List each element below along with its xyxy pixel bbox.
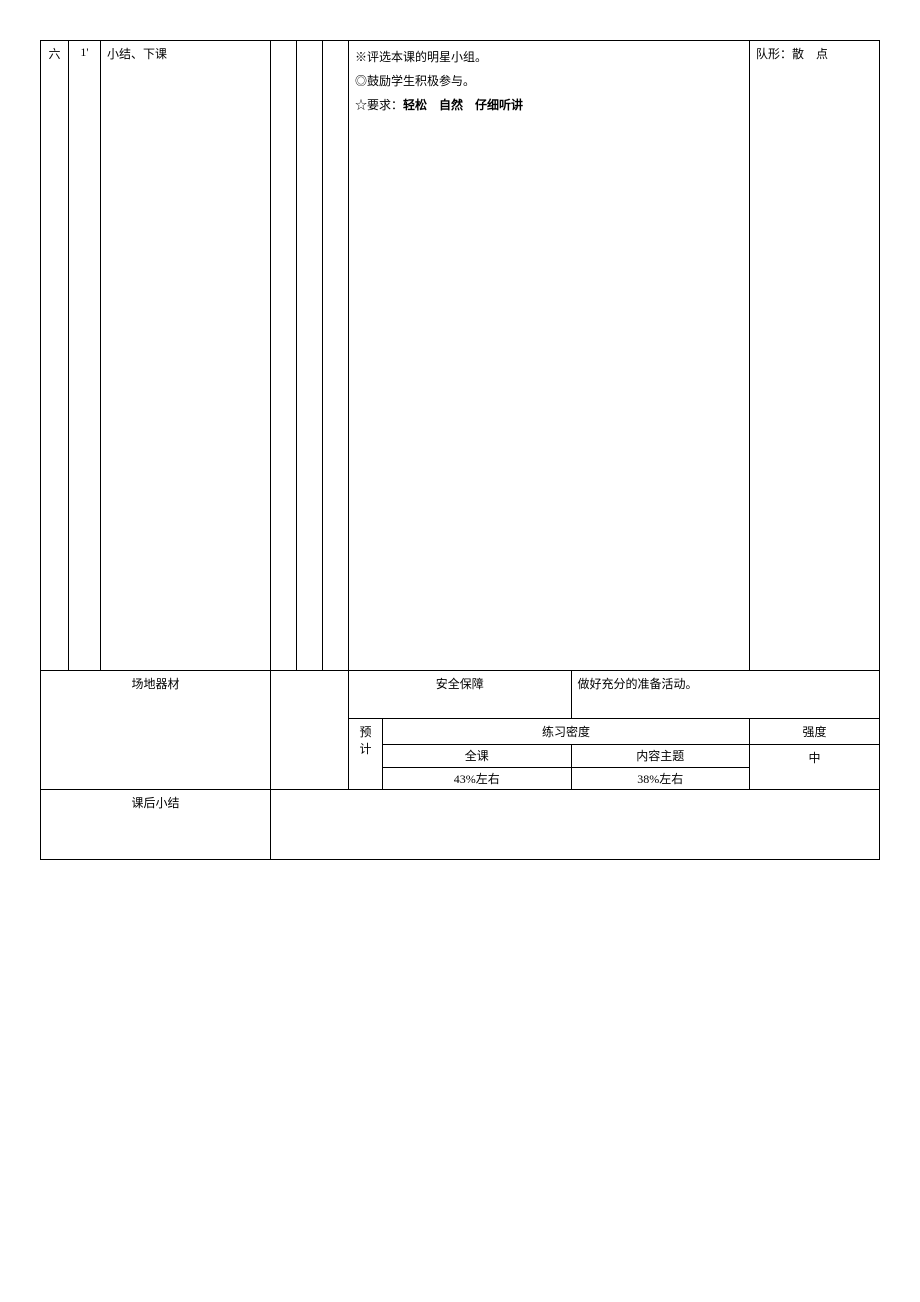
blank-col-3 <box>323 41 349 671</box>
intensity-header-cell: 强度 <box>749 719 879 745</box>
activity-cell: ※评选本课的明星小组。 ◎鼓励学生积极参与。 ☆要求：轻松 自然 仔细听讲 <box>349 41 750 671</box>
content-text: 小结、下课 <box>107 47 167 61</box>
equipment-value-cell <box>271 671 349 790</box>
intensity-label: 强度 <box>802 725 826 739</box>
formation-cell: 队形：散 点 <box>750 41 880 671</box>
section-number: 六 <box>48 47 60 61</box>
full-course-label-inner: 全课 <box>383 745 571 767</box>
main-activity-row: 六 1' 小结、下课 ※评选本课的明星小组。 ◎鼓励学生积极参与。 ☆要求：轻松… <box>41 41 880 671</box>
forecast-label: 预计 <box>359 725 371 756</box>
content-theme-header-cell: 内容主题 38%左右 <box>571 745 749 790</box>
formation-text: 队形：散 点 <box>756 47 828 61</box>
safety-row: 场地器材 安全保障 做好充分的准备活动。 <box>41 671 880 719</box>
summary-label-cell: 课后小结 <box>41 790 271 860</box>
content-theme-label-inner: 内容主题 <box>572 745 749 767</box>
activity-line-2: ◎鼓励学生积极参与。 <box>355 69 743 93</box>
content-theme-value-inner: 38%左右 <box>572 767 749 789</box>
content-cell: 小结、下课 <box>101 41 271 671</box>
activity-line-3: ☆要求：轻松 自然 仔细听讲 <box>355 93 743 117</box>
summary-row: 课后小结 <box>41 790 880 860</box>
intensity-value-cell: 中 <box>749 745 879 790</box>
section-number-cell: 六 <box>41 41 69 671</box>
activity-line-3-prefix: ☆要求： <box>355 98 403 112</box>
equipment-label-cell: 场地器材 <box>41 671 271 790</box>
safety-content-cell: 做好充分的准备活动。 <box>571 671 879 719</box>
summary-value-cell <box>271 790 880 860</box>
blank-col-2 <box>297 41 323 671</box>
forecast-label-cell: 预计 <box>349 719 383 790</box>
content-theme-inner-table: 内容主题 38%左右 <box>572 745 749 789</box>
density-label: 练习密度 <box>542 725 590 739</box>
full-course-header-cell: 全课 43%左右 <box>383 745 572 790</box>
lesson-plan-table: 六 1' 小结、下课 ※评选本课的明星小组。 ◎鼓励学生积极参与。 ☆要求：轻松… <box>40 40 880 860</box>
time-cell: 1' <box>69 41 101 671</box>
equipment-label: 场地器材 <box>131 677 179 691</box>
intensity-value: 中 <box>808 751 820 765</box>
activity-line-3-bold: 轻松 自然 仔细听讲 <box>403 98 523 112</box>
safety-label: 安全保障 <box>436 677 484 691</box>
full-course-inner-table: 全课 43%左右 <box>383 745 571 789</box>
safety-content-text: 做好充分的准备活动。 <box>578 677 698 691</box>
full-course-value-inner: 43%左右 <box>383 767 571 789</box>
activity-content-block: ※评选本课的明星小组。 ◎鼓励学生积极参与。 ☆要求：轻松 自然 仔细听讲 <box>355 45 743 117</box>
summary-label: 课后小结 <box>131 796 179 810</box>
activity-line-1: ※评选本课的明星小组。 <box>355 45 743 69</box>
blank-col-1 <box>271 41 297 671</box>
density-header-cell: 练习密度 <box>383 719 750 745</box>
time-value: 1' <box>80 45 88 59</box>
safety-label-cell: 安全保障 <box>349 671 572 719</box>
